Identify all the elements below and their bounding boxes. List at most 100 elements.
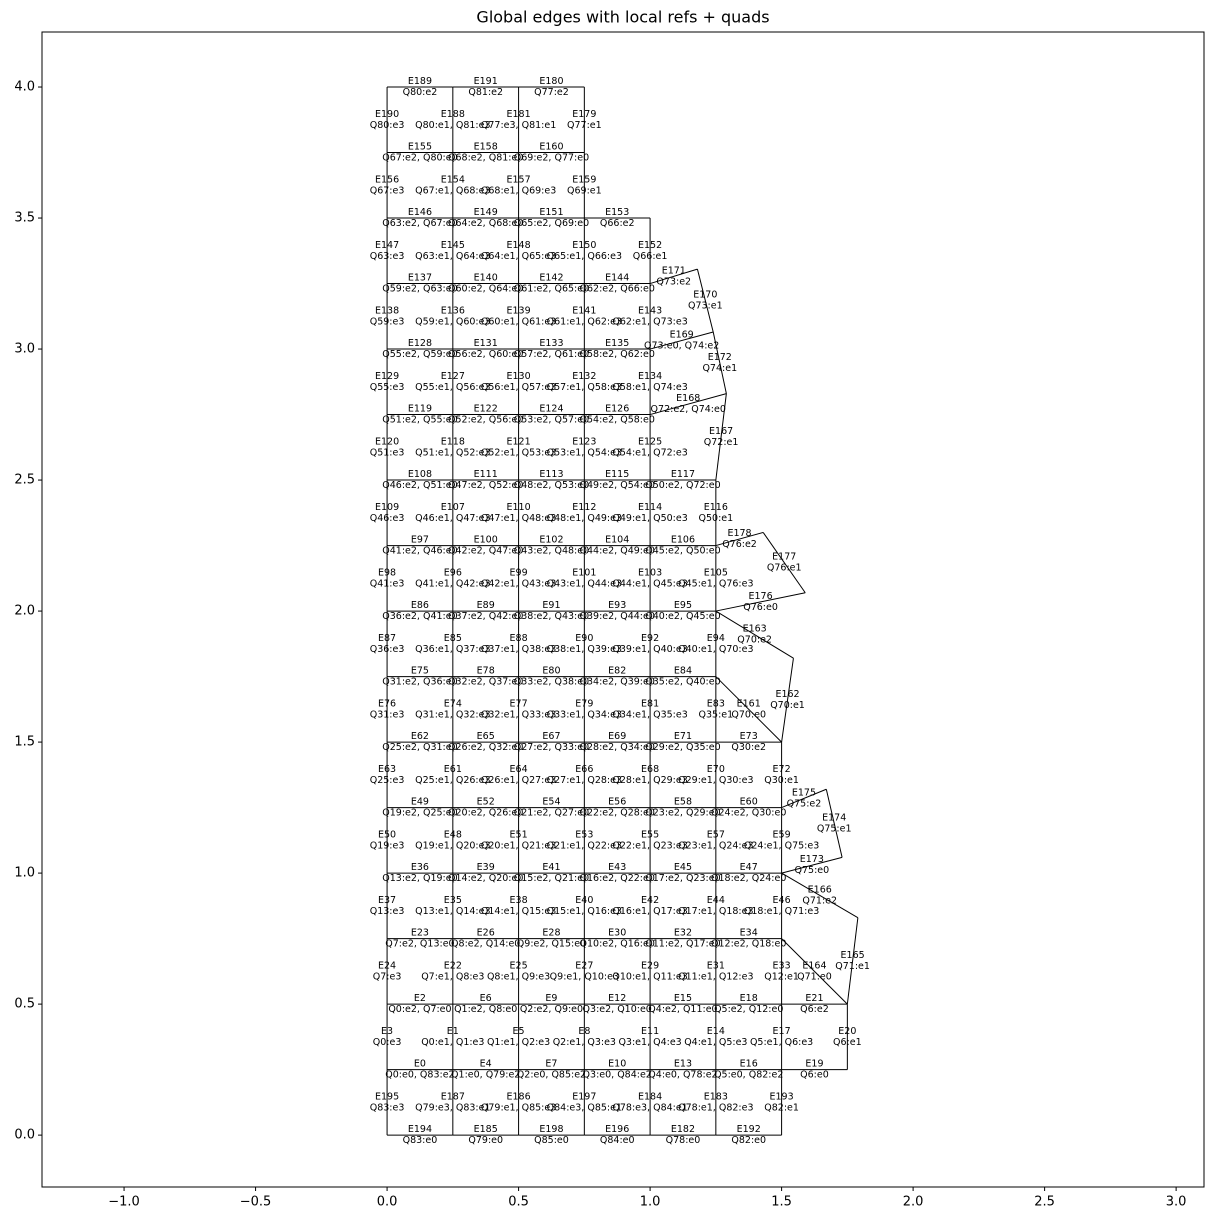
x-tick-label: 1.5 [771, 1195, 792, 1210]
edge-refs: Q16:e1, Q17:e3 [612, 906, 687, 917]
edge-refs: Q30:e2 [731, 742, 766, 753]
edge-id: E28 [542, 928, 560, 939]
edge-refs: Q61:e2, Q65:e0 [514, 284, 589, 295]
edge-id: E102 [539, 535, 563, 546]
edge-refs: Q75:e0 [795, 865, 830, 876]
edge [715, 531, 764, 547]
edge-id: E179 [572, 109, 596, 120]
edge-id: E86 [411, 600, 429, 611]
edge-refs: Q33:e2, Q38:e0 [514, 677, 589, 688]
edge-refs: Q31:e1, Q32:e3 [415, 709, 490, 720]
edge-id: E122 [474, 404, 498, 415]
y-tick-label: 2.5 [14, 473, 35, 488]
edge-id: E42 [641, 895, 659, 906]
edge-id: E138 [375, 305, 399, 316]
edge-id: E133 [539, 338, 563, 349]
edge-refs: Q7:e3 [373, 971, 402, 982]
edge-refs: Q1:e1, Q2:e3 [487, 1037, 550, 1048]
edge-id: E186 [507, 1091, 531, 1102]
edge-refs: Q85:e0 [534, 1135, 569, 1146]
x-tick-label: 3.0 [1166, 1195, 1187, 1210]
edge-id: E69 [608, 731, 626, 742]
edge-id: E90 [575, 633, 593, 644]
edge-refs: Q59:e2, Q63:e0 [382, 284, 457, 295]
edge-id: E67 [542, 731, 560, 742]
edge-refs: Q64:e2, Q68:e0 [448, 218, 523, 229]
edge-refs: Q56:e1, Q57:e3 [481, 382, 556, 393]
x-tick-label: 2.0 [903, 1195, 924, 1210]
y-tick-label: 3.5 [14, 211, 35, 226]
edge [781, 872, 859, 919]
edge-id: E167 [709, 426, 733, 437]
edge-refs: Q44:e1, Q45:e3 [612, 578, 687, 589]
edge-refs: Q41:e3 [370, 578, 405, 589]
edge-refs: Q15:e1, Q16:e3 [547, 906, 622, 917]
edge-id: E157 [507, 174, 531, 185]
edge-id: E5 [513, 1026, 525, 1037]
edge-refs: Q31:e2, Q36:e0 [382, 677, 457, 688]
edge-refs: Q23:e1, Q24:e3 [678, 840, 753, 851]
edge-refs: Q5:e1, Q6:e3 [750, 1037, 813, 1048]
edge-id: E80 [542, 666, 560, 677]
edge [649, 331, 714, 350]
edge-id: E6 [480, 993, 492, 1004]
edge-id: E82 [608, 666, 626, 677]
edge-id: E44 [707, 895, 725, 906]
edge-refs: Q35:e1 [699, 709, 734, 720]
edge-id: E120 [375, 436, 399, 447]
edge-id: E57 [707, 829, 725, 840]
edge-id: E58 [674, 797, 692, 808]
edge-refs: Q18:e2, Q24:e0 [711, 873, 786, 884]
x-tick-label: −1.0 [108, 1195, 140, 1210]
edge-refs: Q8:e2, Q14:e0 [451, 939, 520, 950]
edge-refs: Q74:e1 [702, 363, 737, 374]
edge-refs: Q3:e2, Q10:e0 [583, 1004, 652, 1015]
edge-id: E143 [638, 305, 662, 316]
edge-id: E185 [474, 1124, 498, 1135]
edge [649, 268, 698, 285]
edge [781, 658, 794, 743]
edge-id: E148 [507, 240, 531, 251]
edge-refs: Q4:e1, Q5:e3 [684, 1037, 747, 1048]
edge-refs: Q76:e2 [722, 539, 757, 550]
edge-refs: Q41:e1, Q42:e3 [415, 578, 490, 589]
edge-id: E24 [378, 960, 396, 971]
edge-refs: Q81:e2 [468, 87, 503, 98]
edge-refs: Q27:e1, Q28:e3 [547, 775, 622, 786]
edge-id: E29 [641, 960, 659, 971]
edge-id: E59 [773, 829, 791, 840]
edge-refs: Q25:e3 [370, 775, 405, 786]
edge-refs: Q16:e2, Q22:e0 [580, 873, 655, 884]
edge-refs: Q19:e3 [370, 840, 405, 851]
edge-id: E154 [441, 174, 465, 185]
edge-refs: Q75:e1 [817, 823, 852, 834]
edge-id: E164 [802, 960, 826, 971]
edge-refs: Q56:e2, Q60:e0 [448, 349, 523, 360]
edge-id: E48 [444, 829, 462, 840]
edge-id: E115 [605, 469, 629, 480]
edge-id: E112 [572, 502, 596, 513]
edge-id: E107 [441, 502, 465, 513]
edge-refs: Q0:e3 [373, 1037, 402, 1048]
edge-id: E130 [507, 371, 531, 382]
edge-id: E171 [662, 265, 686, 276]
edge-refs: Q6:e2 [800, 1004, 829, 1015]
edge-refs: Q79:e3, Q83:e1 [415, 1102, 490, 1113]
edge-id: E109 [375, 502, 399, 513]
edge-refs: Q78:e1, Q82:e3 [678, 1102, 753, 1113]
edge [846, 917, 859, 1005]
edge-refs: Q14:e2, Q20:e0 [448, 873, 523, 884]
edge-id: E74 [444, 698, 462, 709]
edge-id: E89 [477, 600, 495, 611]
edge-id: E8 [578, 1026, 590, 1037]
edge-id: E123 [572, 436, 596, 447]
edge-refs: Q2:e1, Q3:e3 [553, 1037, 616, 1048]
edge-refs: Q49:e1, Q50:e3 [612, 513, 687, 524]
edge-refs: Q60:e1, Q61:e3 [481, 316, 556, 327]
edge-id: E55 [641, 829, 659, 840]
edge-refs: Q69:e1 [567, 185, 602, 196]
edge-id: E180 [539, 76, 563, 87]
edge-refs: Q3:e1, Q4:e3 [618, 1037, 681, 1048]
edge-id: E78 [477, 666, 495, 677]
edge-refs: Q36:e2, Q41:e0 [382, 611, 457, 622]
